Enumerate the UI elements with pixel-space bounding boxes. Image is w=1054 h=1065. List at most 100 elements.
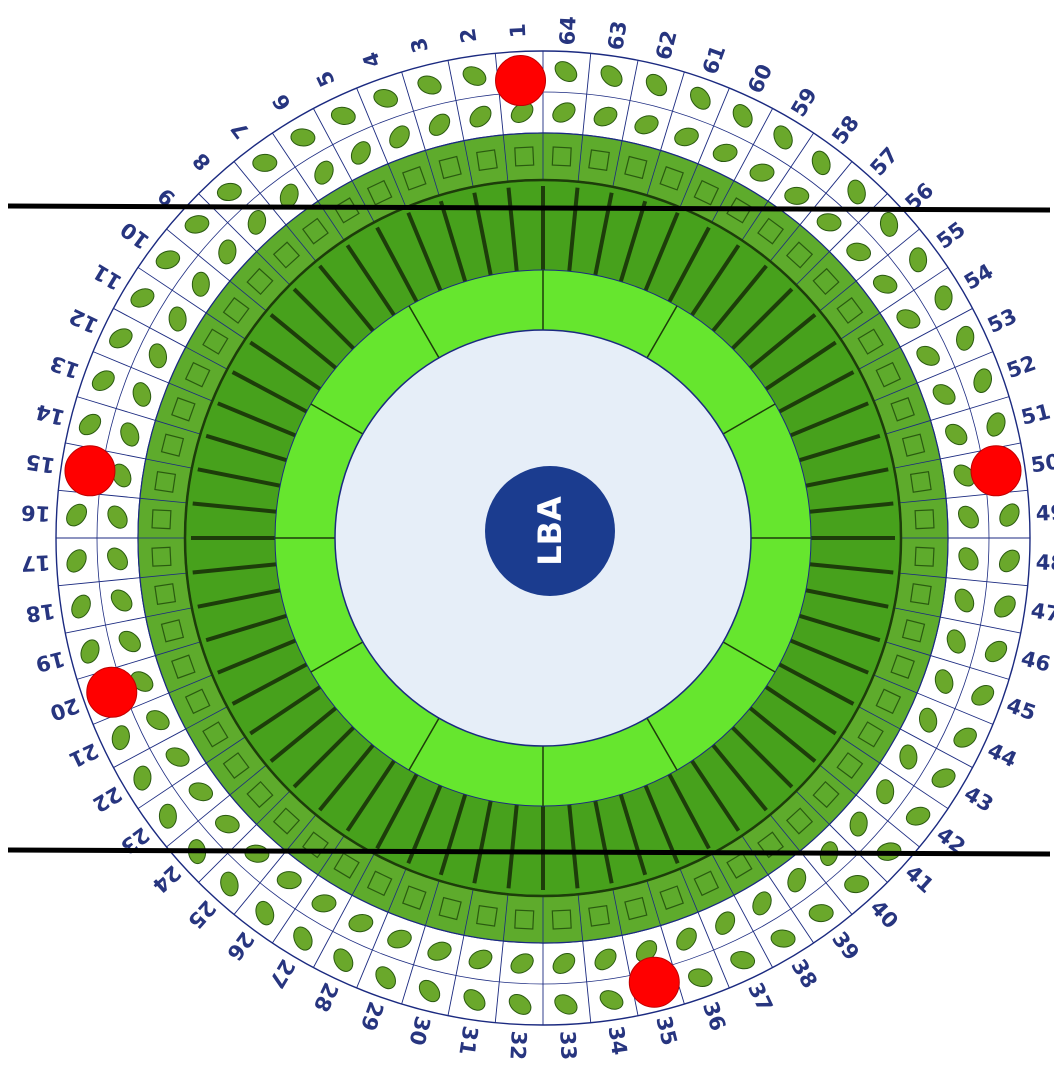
marker-group [64,55,1022,1008]
position-number: 5 [312,67,340,90]
position-number: 21 [65,738,102,772]
seed-marker [220,871,239,897]
seed-marker [876,779,895,805]
inner-segment-divider [310,403,364,435]
seed-cell-divider [899,728,973,768]
square-cell-divider [425,150,440,196]
seed-cell-divider [447,935,465,1016]
seed-marker [971,685,995,706]
seed-marker [255,900,275,926]
square-marker [624,155,648,180]
position-number: 31 [454,1024,482,1056]
square-marker [659,885,684,910]
seed-marker [994,595,1016,618]
seed-marker [846,242,871,262]
square-marker [514,909,535,930]
square-cell-divider [646,880,661,926]
red-marker [628,956,680,1008]
square-marker [184,361,211,388]
seed-marker [552,102,576,123]
position-number: 3 [406,35,433,55]
position-number: 18 [24,599,56,627]
position-number: 57 [865,143,902,181]
seed-cell-divider [930,396,1010,421]
seed-cell-divider [697,911,730,989]
seed-cell-divider [855,794,920,848]
seed-marker [600,65,623,87]
seed-cell-divider [799,161,853,226]
seed-marker [428,113,451,136]
position-number: 40 [865,896,902,934]
position-number: 37 [743,979,777,1016]
seed-marker [387,929,412,949]
seed-marker [348,913,374,933]
square-marker [901,619,926,643]
seed-marker [333,948,354,972]
seed-marker [808,904,834,923]
seed-marker [78,413,102,436]
position-number: 24 [148,860,186,897]
seed-cell-divider [401,925,426,1005]
square-cell-divider [894,607,941,618]
square-cell-divider [229,764,267,796]
square-marker [659,166,684,191]
square-marker [785,241,814,269]
seed-marker [909,247,928,273]
square-marker [202,721,229,748]
seed-cell-divider [799,850,853,915]
seed-cell-divider [767,874,814,944]
seed-marker [770,929,796,948]
square-cell-divider [612,889,623,936]
square-marker [272,807,301,835]
seed-marker [66,503,88,527]
square-cell-divider [819,280,857,312]
square-cell-divider [185,706,228,730]
red-marker [495,55,547,107]
seed-cell-divider [767,132,814,202]
seed-marker [188,782,214,802]
square-cell-divider [795,790,830,825]
square-marker [726,852,753,879]
square-cell-divider [885,641,931,656]
square-marker [857,721,884,748]
seed-marker [252,153,278,172]
square-marker [171,654,196,679]
position-number: 1 [506,23,531,39]
seed-marker [594,948,617,971]
seed-cell-divider [660,71,685,151]
seed-marker [120,422,140,447]
seed-marker [674,127,699,147]
position-number: 50 [1029,449,1054,477]
position-number: 6 [268,90,296,115]
position-number: 61 [698,42,730,78]
square-cell-divider [387,868,407,913]
position-number: 41 [901,860,939,897]
square-marker [160,619,185,643]
square-cell-divider [185,346,228,370]
position-number: 14 [33,399,67,429]
position-number: 62 [651,28,681,62]
red-marker [64,445,116,497]
seed-marker [71,594,91,619]
square-marker [693,870,720,897]
position-number: 47 [1029,599,1054,627]
seed-marker [635,940,658,963]
square-cell-divider [577,894,584,942]
seed-marker [293,926,313,951]
seed-marker [552,953,576,974]
seed-marker [956,325,975,351]
position-number: 33 [555,1030,580,1060]
square-marker [812,780,840,809]
seed-cell-divider [313,894,353,968]
square-cell-divider [840,312,880,340]
seed-marker [508,993,532,1015]
square-cell-divider [285,224,317,262]
inner-segment-divider [408,305,440,359]
square-marker [438,155,462,180]
position-number: 27 [264,955,300,992]
position-number: 8 [188,148,216,175]
seed-marker [247,210,267,235]
square-marker [890,654,915,679]
seed-marker [469,105,492,128]
